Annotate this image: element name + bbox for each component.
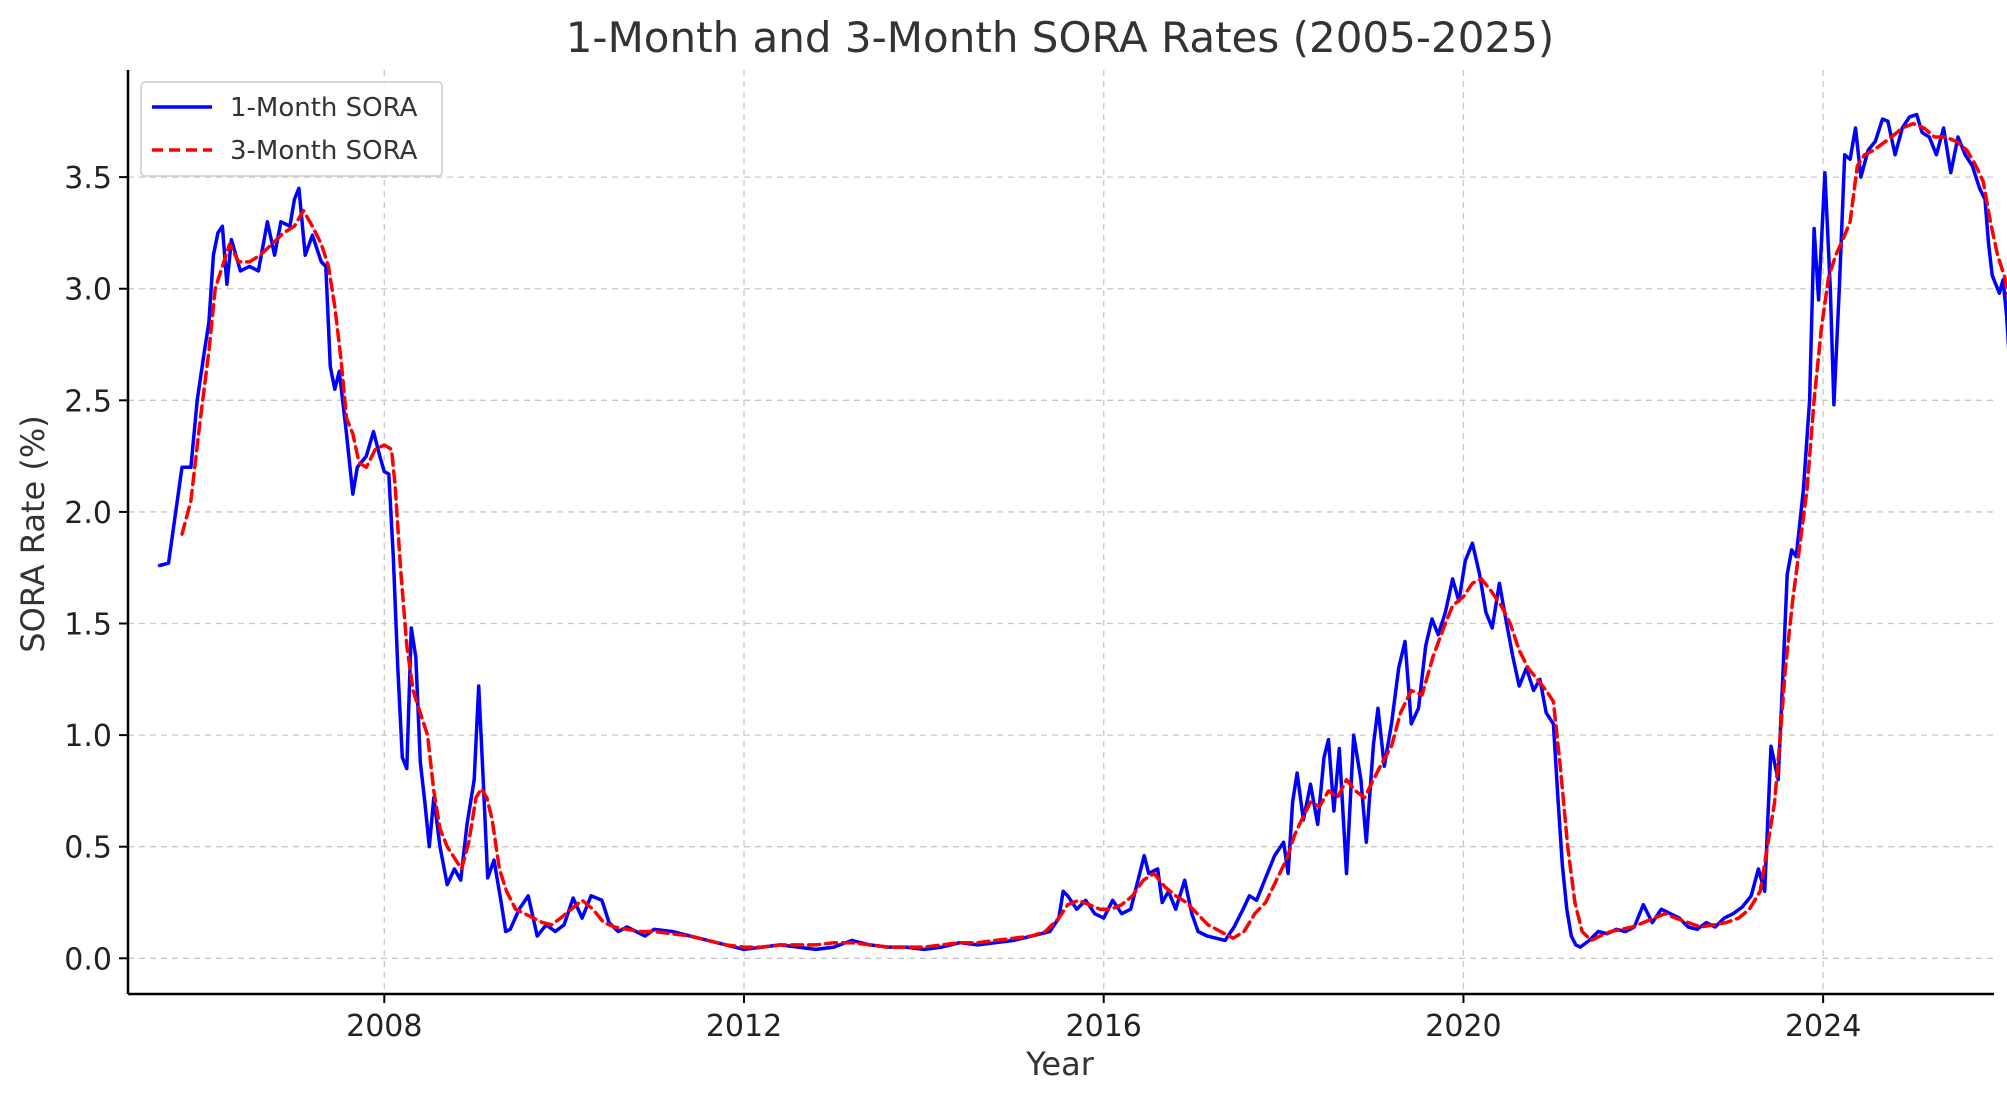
y-tick-label: 3.5 bbox=[64, 161, 112, 196]
y-axis-label: SORA Rate (%) bbox=[14, 415, 52, 652]
legend-label-1-month: 1-Month SORA bbox=[230, 93, 418, 123]
x-tick-label: 2016 bbox=[1066, 1009, 1142, 1044]
y-tick-label: 3.0 bbox=[64, 273, 112, 308]
y-tick-label: 2.5 bbox=[64, 384, 112, 419]
legend-label-3-month: 3-Month SORA bbox=[230, 136, 418, 166]
y-tick-label: 2.0 bbox=[64, 496, 112, 531]
x-axis-label: Year bbox=[1025, 1045, 1095, 1083]
series-group bbox=[157, 112, 2007, 952]
grid bbox=[128, 70, 1994, 994]
chart-title: 1-Month and 3-Month SORA Rates (2005-202… bbox=[566, 13, 1555, 62]
x-tick-label: 2020 bbox=[1425, 1009, 1501, 1044]
x-tick-label: 2012 bbox=[706, 1009, 782, 1044]
x-tick-label: 2024 bbox=[1785, 1009, 1861, 1044]
y-tick-label: 0.5 bbox=[64, 831, 112, 866]
series-line-3-month-sora bbox=[180, 121, 2007, 949]
y-tick-label: 1.0 bbox=[64, 719, 112, 754]
legend-box bbox=[140, 81, 443, 177]
x-tick-label: 2008 bbox=[346, 1009, 422, 1044]
series-line-1-month-sora bbox=[157, 112, 2007, 952]
y-tick-label: 1.5 bbox=[64, 608, 112, 643]
axes bbox=[126, 70, 1994, 996]
ticks: 2008 2012 2016 2020 2024 0.0 0.5 1.0 1.5 2.0 2.5 3.… bbox=[64, 161, 1861, 1044]
legend: 1-Month SORA 3-Month SORA bbox=[140, 81, 443, 177]
y-tick-label: 0.0 bbox=[64, 942, 112, 977]
